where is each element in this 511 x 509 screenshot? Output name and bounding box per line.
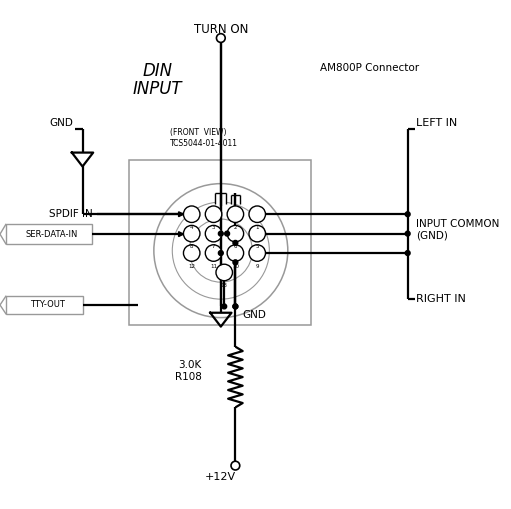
Circle shape [249, 206, 266, 222]
Circle shape [405, 212, 410, 217]
Bar [6, 296, 82, 314]
Text: 8: 8 [190, 244, 194, 249]
Circle shape [405, 250, 410, 256]
Circle shape [227, 225, 244, 242]
Circle shape [183, 225, 200, 242]
Text: 9: 9 [256, 264, 259, 269]
Polygon shape [179, 212, 183, 217]
Circle shape [222, 304, 227, 309]
Bar [231, 195, 240, 204]
Circle shape [405, 231, 410, 236]
Text: DIN
INPUT: DIN INPUT [133, 62, 182, 98]
Text: SER-DATA-IN: SER-DATA-IN [26, 230, 78, 239]
Circle shape [233, 304, 238, 309]
Text: 7: 7 [212, 244, 215, 249]
Circle shape [249, 225, 266, 242]
Text: GND: GND [49, 119, 73, 128]
Circle shape [183, 206, 200, 222]
Circle shape [218, 250, 223, 256]
Circle shape [227, 245, 244, 261]
Circle shape [227, 206, 244, 222]
Text: 3: 3 [212, 225, 215, 230]
Circle shape [205, 245, 222, 261]
Circle shape [172, 202, 269, 299]
Text: TURN ON: TURN ON [194, 23, 248, 36]
Circle shape [233, 260, 238, 265]
Circle shape [205, 206, 222, 222]
Text: 10: 10 [232, 264, 239, 269]
Circle shape [249, 245, 266, 261]
Circle shape [217, 34, 225, 42]
Polygon shape [179, 232, 183, 237]
Text: INPUT COMMON
(GND): INPUT COMMON (GND) [416, 219, 500, 241]
Text: GND: GND [243, 310, 267, 320]
Text: SPDIF IN: SPDIF IN [50, 209, 93, 219]
Circle shape [218, 231, 223, 236]
Text: (FRONT  VIEW)
TCS5044-01-4011: (FRONT VIEW) TCS5044-01-4011 [170, 128, 238, 148]
Circle shape [233, 240, 238, 245]
Bar [216, 193, 226, 204]
Circle shape [231, 461, 240, 470]
Circle shape [154, 184, 288, 318]
Text: 1: 1 [256, 225, 259, 230]
Bar [6, 224, 92, 244]
Text: 2: 2 [234, 225, 237, 230]
Circle shape [189, 219, 252, 282]
Text: 5: 5 [256, 244, 259, 249]
Text: 13: 13 [221, 283, 228, 288]
Circle shape [183, 245, 200, 261]
Text: +12V: +12V [205, 472, 237, 482]
Bar [129, 160, 311, 325]
Text: LEFT IN: LEFT IN [416, 119, 458, 128]
Text: AM800P Connector: AM800P Connector [320, 63, 420, 73]
Text: 11: 11 [210, 264, 217, 269]
Text: 4: 4 [190, 225, 194, 230]
Text: RIGHT IN: RIGHT IN [416, 294, 466, 304]
Text: 12: 12 [188, 264, 195, 269]
Text: 6: 6 [234, 244, 237, 249]
Text: TTY-OUT: TTY-OUT [30, 300, 64, 309]
Circle shape [205, 225, 222, 242]
Circle shape [216, 264, 233, 280]
Circle shape [225, 231, 229, 236]
Text: 3.0K
R108: 3.0K R108 [175, 360, 201, 382]
Circle shape [233, 304, 238, 309]
